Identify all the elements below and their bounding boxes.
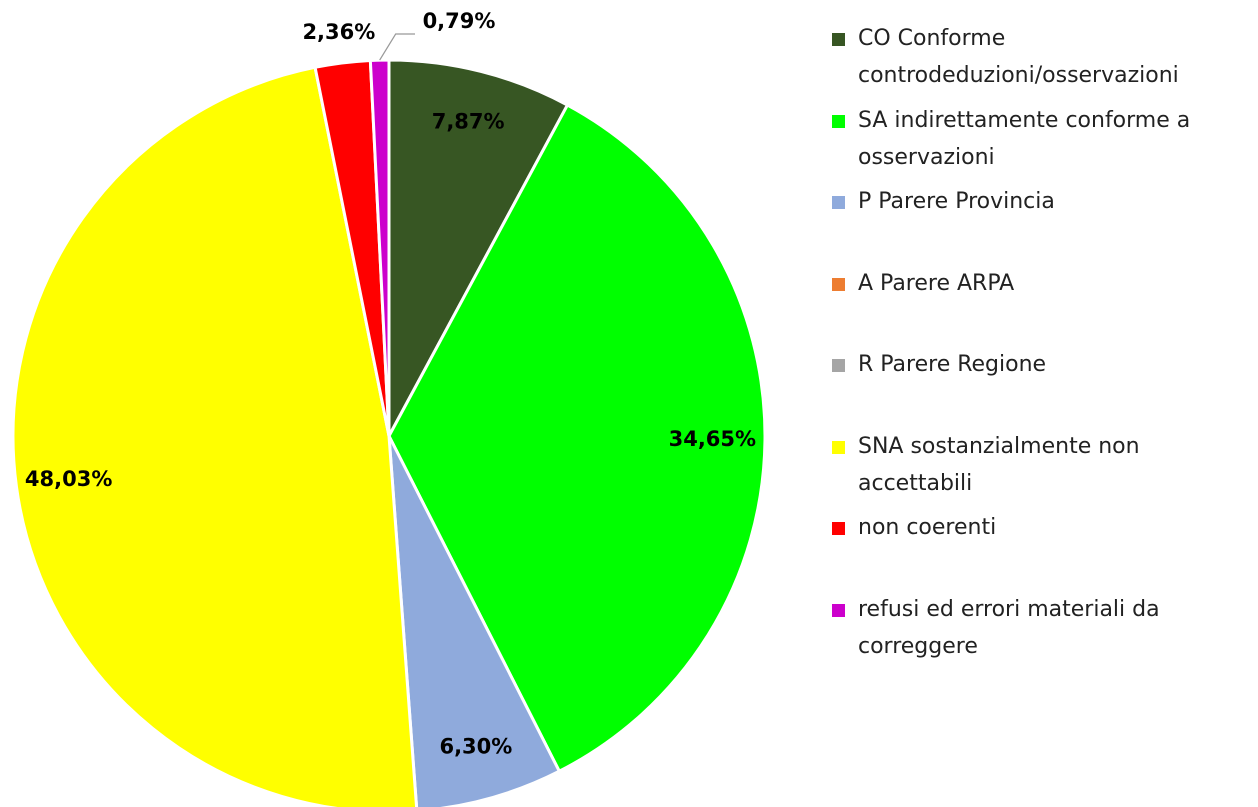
- pie-slice: [387, 435, 562, 807]
- legend-label: P Parere Provincia: [858, 189, 1055, 214]
- pie-slice: [11, 65, 419, 807]
- legend-item: P Parere Provincia: [832, 183, 1252, 265]
- legend-swatch: [832, 277, 845, 291]
- legend-item: R Parere Regione: [832, 346, 1252, 428]
- legend-swatch: [832, 440, 845, 454]
- legend-item: SA indirettamente conforme a osservazion…: [832, 102, 1252, 184]
- legend-swatch: [832, 33, 845, 46]
- legend-swatch: [832, 522, 845, 535]
- data-label: 7,87%: [432, 109, 505, 133]
- data-label: 34,65%: [669, 427, 756, 451]
- legend-swatch: [832, 114, 845, 128]
- pie-slice: [368, 58, 391, 437]
- legend-label: non coerenti: [858, 515, 997, 540]
- legend-item: A Parere ARPA: [832, 265, 1252, 347]
- legend-label: SNA sostanzialmente non accettabili: [858, 433, 1140, 496]
- legend-item: SNA sostanzialmente non accettabili: [832, 428, 1252, 510]
- legend-label: A Parere ARPA: [858, 270, 1015, 296]
- legend-swatch: [832, 603, 845, 617]
- legend-swatch: [832, 359, 845, 372]
- pie-area: 7,87% 34,65% 6,30% 48,03% 2,36% 0,79%: [11, 9, 767, 807]
- legend-label: CO Conforme controdeduzioni/osservazioni: [858, 26, 1179, 88]
- data-label: 6,30%: [439, 734, 512, 758]
- legend-swatch: [832, 196, 845, 209]
- legend-label: refusi ed errori materiali da correggere: [858, 596, 1160, 659]
- data-label: 48,03%: [25, 467, 112, 491]
- pie-slice: [387, 58, 570, 437]
- data-label: 2,36%: [302, 20, 375, 44]
- legend-item: non coerenti: [832, 509, 1252, 591]
- legend-label: SA indirettamente conforme a osservazion…: [858, 107, 1191, 170]
- legend-item: CO Conforme controdeduzioni/osservazioni: [832, 20, 1252, 102]
- legend: CO Conforme controdeduzioni/osservazioni…: [832, 20, 1252, 672]
- legend-item: refusi ed errori materiali da correggere: [832, 591, 1252, 673]
- data-label: 0,79%: [423, 9, 496, 33]
- legend-label: R Parere Regione: [858, 352, 1047, 377]
- pie-slice: [387, 103, 767, 774]
- leader-line: [379, 33, 415, 61]
